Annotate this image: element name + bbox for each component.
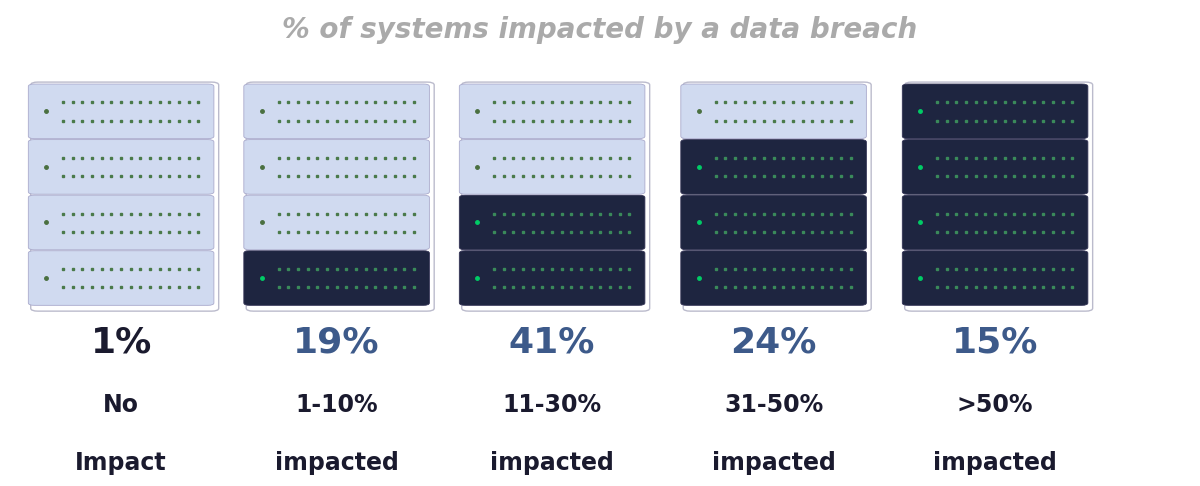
FancyBboxPatch shape	[680, 195, 866, 250]
Text: 1-10%: 1-10%	[295, 393, 378, 417]
Text: 24%: 24%	[731, 325, 817, 359]
FancyBboxPatch shape	[29, 139, 214, 194]
Text: impacted: impacted	[490, 451, 614, 475]
FancyBboxPatch shape	[244, 84, 430, 139]
FancyBboxPatch shape	[460, 251, 644, 305]
Text: 15%: 15%	[952, 325, 1038, 359]
Text: 41%: 41%	[509, 325, 595, 359]
FancyBboxPatch shape	[29, 251, 214, 305]
FancyBboxPatch shape	[902, 195, 1088, 250]
Text: 31-50%: 31-50%	[724, 393, 823, 417]
Text: Impact: Impact	[76, 451, 167, 475]
FancyBboxPatch shape	[680, 251, 866, 305]
Text: % of systems impacted by a data breach: % of systems impacted by a data breach	[282, 16, 918, 44]
Text: 1%: 1%	[90, 325, 151, 359]
FancyBboxPatch shape	[902, 139, 1088, 194]
FancyBboxPatch shape	[460, 84, 644, 139]
Text: impacted: impacted	[275, 451, 398, 475]
FancyBboxPatch shape	[244, 139, 430, 194]
Text: impacted: impacted	[712, 451, 835, 475]
FancyBboxPatch shape	[244, 195, 430, 250]
Text: 11-30%: 11-30%	[503, 393, 601, 417]
Text: No: No	[103, 393, 139, 417]
Text: 19%: 19%	[293, 325, 380, 359]
FancyBboxPatch shape	[460, 195, 644, 250]
Text: >50%: >50%	[956, 393, 1033, 417]
FancyBboxPatch shape	[29, 195, 214, 250]
Text: impacted: impacted	[934, 451, 1057, 475]
FancyBboxPatch shape	[460, 139, 644, 194]
FancyBboxPatch shape	[680, 84, 866, 139]
FancyBboxPatch shape	[902, 251, 1088, 305]
FancyBboxPatch shape	[902, 84, 1088, 139]
FancyBboxPatch shape	[680, 139, 866, 194]
FancyBboxPatch shape	[29, 84, 214, 139]
FancyBboxPatch shape	[244, 251, 430, 305]
